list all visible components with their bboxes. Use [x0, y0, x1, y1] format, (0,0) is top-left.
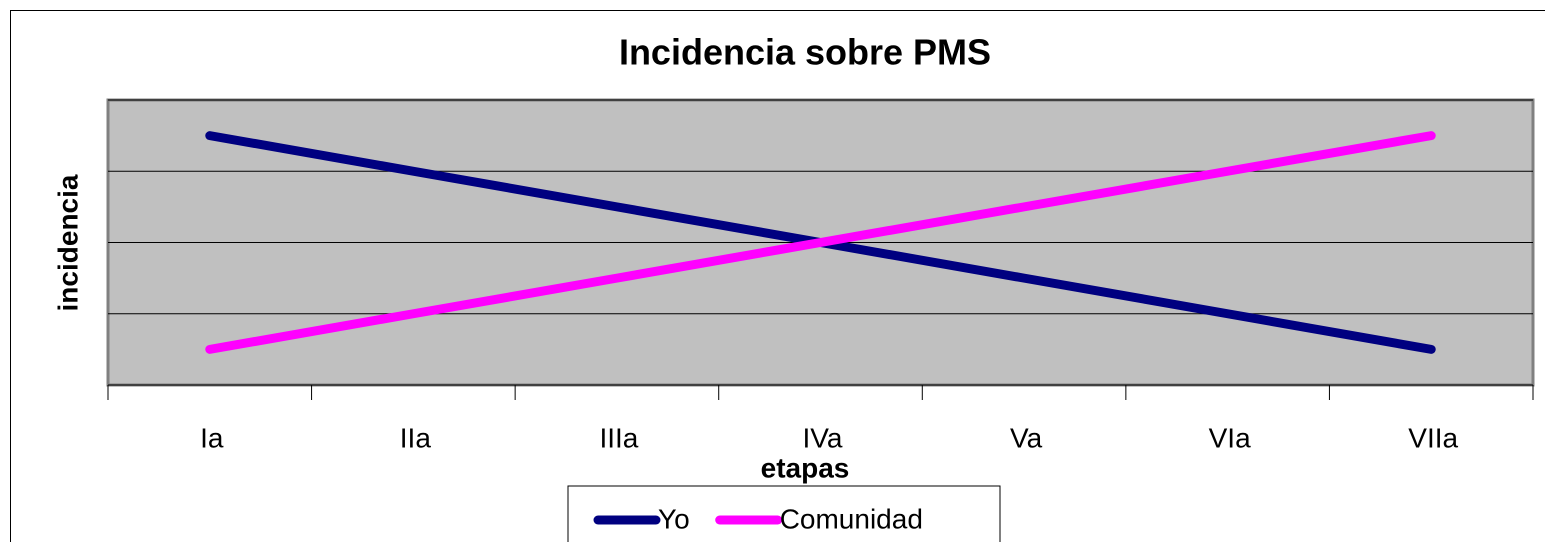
x-tick-label: IIIa [599, 422, 638, 453]
x-tick-label: VIa [1209, 422, 1251, 453]
x-tick-label: VIIa [1408, 422, 1458, 453]
x-tick-label: IIa [400, 422, 432, 453]
legend [567, 485, 1001, 542]
line-series [205, 131, 1436, 354]
legend-label: Comunidad [780, 503, 923, 534]
x-tick-label: Va [1010, 422, 1043, 453]
chart-title: Incidencia sobre PMS [619, 32, 991, 73]
y-axis-label: incidencia [52, 174, 83, 311]
legend-label: Yo [658, 503, 690, 534]
x-axis-label: etapas [761, 452, 850, 483]
x-tick-label: Ia [200, 422, 224, 453]
x-tick-label: IVa [803, 422, 843, 453]
